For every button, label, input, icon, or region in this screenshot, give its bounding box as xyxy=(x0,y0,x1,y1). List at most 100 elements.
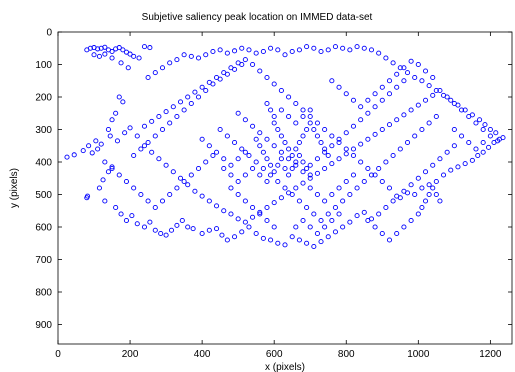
data-point xyxy=(235,110,241,116)
data-point xyxy=(206,143,212,149)
data-point xyxy=(365,97,371,103)
data-point xyxy=(307,162,313,168)
data-point xyxy=(116,94,122,100)
data-point xyxy=(105,126,111,133)
data-point xyxy=(239,229,245,235)
data-point xyxy=(141,44,148,50)
data-point xyxy=(177,175,184,181)
data-point xyxy=(271,169,277,175)
data-point xyxy=(304,44,310,50)
data-point xyxy=(253,136,259,142)
data-point xyxy=(257,172,263,178)
data-point xyxy=(264,74,270,81)
data-point xyxy=(419,204,425,211)
data-point xyxy=(168,227,175,233)
data-point xyxy=(118,60,124,66)
data-point xyxy=(390,198,396,204)
data-point xyxy=(120,47,126,53)
data-point xyxy=(109,165,115,172)
data-point xyxy=(199,136,205,142)
data-point xyxy=(422,97,429,103)
data-point xyxy=(192,188,198,194)
data-point xyxy=(275,240,281,246)
data-point xyxy=(141,224,148,230)
data-point xyxy=(307,107,313,113)
data-point xyxy=(260,235,266,241)
y-axis-label: y (pixels) xyxy=(9,168,20,208)
data-point xyxy=(329,217,335,224)
data-point xyxy=(350,152,357,159)
data-point xyxy=(372,224,378,230)
data-point xyxy=(401,65,407,71)
data-point xyxy=(217,126,223,133)
data-point xyxy=(109,164,115,170)
data-point xyxy=(217,76,223,82)
data-point xyxy=(289,234,295,240)
data-point xyxy=(286,146,292,152)
data-point xyxy=(271,224,277,230)
data-point xyxy=(433,191,439,198)
data-point xyxy=(289,165,295,172)
data-point xyxy=(177,99,184,105)
data-point xyxy=(199,193,205,199)
data-point xyxy=(314,230,320,237)
chart-title: Subjetive saliency peak location on IMME… xyxy=(142,12,373,23)
data-point xyxy=(379,97,385,103)
data-point xyxy=(354,44,360,50)
data-point xyxy=(329,161,335,167)
data-point xyxy=(286,172,292,178)
data-point xyxy=(386,91,393,97)
data-point xyxy=(412,133,418,139)
data-point xyxy=(149,118,155,124)
y-tick-label: 100 xyxy=(35,60,52,71)
data-point xyxy=(480,139,486,146)
data-point xyxy=(235,156,241,162)
data-point xyxy=(264,178,270,185)
data-point xyxy=(228,211,234,217)
data-point xyxy=(242,57,248,63)
data-point xyxy=(253,159,259,165)
data-point xyxy=(415,211,421,217)
data-point xyxy=(455,164,461,170)
data-point xyxy=(159,198,166,204)
data-point xyxy=(361,45,367,51)
data-point xyxy=(268,162,274,168)
y-tick-label: 400 xyxy=(35,158,52,169)
data-point xyxy=(354,185,360,191)
data-point xyxy=(437,87,443,94)
data-point xyxy=(271,120,277,126)
data-point xyxy=(444,94,450,100)
data-point xyxy=(347,219,353,225)
data-point xyxy=(199,84,205,90)
data-point xyxy=(181,107,187,113)
data-point xyxy=(123,178,130,185)
y-tick-label: 200 xyxy=(35,93,52,104)
data-point xyxy=(422,68,429,74)
data-point xyxy=(340,45,346,51)
data-point xyxy=(477,117,483,123)
data-point xyxy=(232,234,238,240)
data-point xyxy=(71,152,77,158)
data-point xyxy=(293,224,299,230)
y-axis: 0 100 200 300 400 500 600 700 800 900 xyxy=(35,28,512,331)
data-point xyxy=(253,230,259,237)
data-point xyxy=(188,172,194,178)
data-point xyxy=(228,172,234,178)
data-point xyxy=(213,203,220,209)
data-point xyxy=(350,146,357,152)
data-point xyxy=(300,133,306,139)
plot-frame xyxy=(57,31,513,345)
data-point xyxy=(152,227,158,233)
data-point xyxy=(278,156,284,162)
data-point xyxy=(300,180,306,186)
data-point xyxy=(123,217,130,224)
data-point xyxy=(336,84,342,90)
data-point xyxy=(318,48,324,55)
data-point xyxy=(224,133,230,139)
data-point xyxy=(462,107,468,113)
data-point xyxy=(224,237,230,243)
data-point xyxy=(500,135,506,141)
data-point xyxy=(107,133,113,139)
data-point xyxy=(185,182,191,188)
data-point xyxy=(426,83,432,89)
